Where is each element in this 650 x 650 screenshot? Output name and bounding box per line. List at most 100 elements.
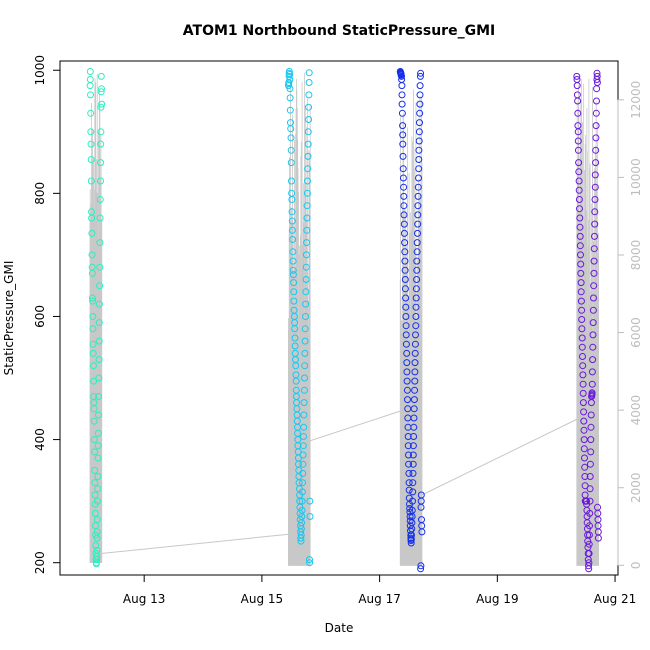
data-point bbox=[399, 165, 407, 173]
data-point bbox=[574, 137, 582, 145]
data-point bbox=[573, 72, 581, 80]
data-point bbox=[404, 442, 412, 450]
data-point bbox=[87, 128, 95, 136]
data-point bbox=[288, 177, 295, 185]
data-point bbox=[287, 134, 295, 142]
data-point bbox=[92, 560, 100, 568]
data-point bbox=[581, 463, 589, 471]
data-point bbox=[590, 269, 598, 277]
data-point bbox=[575, 177, 583, 185]
data-point bbox=[401, 257, 409, 265]
data-point bbox=[575, 168, 583, 176]
data-point bbox=[89, 340, 97, 348]
data-point bbox=[95, 356, 103, 364]
data-point bbox=[289, 266, 297, 274]
data-point bbox=[303, 226, 311, 234]
data-point bbox=[93, 516, 101, 524]
data-point bbox=[88, 229, 96, 237]
data-point bbox=[591, 232, 598, 240]
data-point bbox=[398, 82, 406, 90]
data-point bbox=[410, 423, 418, 431]
data-point bbox=[405, 469, 413, 477]
data-point bbox=[415, 128, 423, 136]
data-point bbox=[97, 159, 105, 167]
data-point bbox=[405, 451, 412, 459]
data-point bbox=[289, 257, 297, 265]
data-point bbox=[589, 343, 597, 351]
data-point bbox=[579, 399, 587, 407]
data-point bbox=[588, 368, 596, 376]
data-point bbox=[575, 186, 583, 194]
data-point bbox=[414, 220, 422, 228]
data-point bbox=[592, 134, 600, 142]
data-point bbox=[398, 109, 406, 117]
data-point bbox=[586, 485, 594, 493]
data-point bbox=[402, 294, 410, 302]
data-point bbox=[576, 242, 584, 250]
data-point bbox=[292, 377, 300, 385]
data-point bbox=[576, 223, 584, 231]
data-point bbox=[576, 214, 584, 222]
data-point bbox=[302, 288, 310, 296]
data-point bbox=[303, 214, 311, 222]
data-point bbox=[87, 177, 95, 185]
data-point bbox=[93, 556, 101, 564]
data-point bbox=[401, 239, 409, 247]
data-point bbox=[88, 269, 96, 277]
data-point bbox=[288, 208, 296, 216]
x-tick-label: Aug 21 bbox=[594, 592, 637, 606]
data-point bbox=[399, 174, 407, 182]
data-point bbox=[415, 174, 422, 182]
data-point bbox=[299, 451, 307, 459]
data-point bbox=[301, 349, 309, 357]
data-point bbox=[585, 559, 593, 567]
data-point bbox=[577, 260, 585, 268]
data-point bbox=[410, 433, 418, 440]
data-point bbox=[574, 109, 582, 117]
data-point bbox=[593, 97, 600, 105]
data-point bbox=[95, 300, 103, 308]
data-point bbox=[304, 140, 312, 148]
data-point bbox=[416, 119, 423, 127]
data-point bbox=[580, 436, 588, 444]
data-point bbox=[91, 509, 99, 517]
data-point bbox=[297, 534, 305, 542]
data-point bbox=[298, 506, 306, 514]
data-point bbox=[579, 380, 587, 388]
data-point bbox=[416, 72, 424, 80]
x-tick-label: Aug 15 bbox=[241, 592, 284, 606]
data-point bbox=[574, 97, 582, 105]
data-point bbox=[287, 125, 295, 133]
data-point bbox=[583, 497, 590, 505]
data-point bbox=[590, 245, 598, 253]
data-point bbox=[578, 334, 586, 342]
data-point bbox=[288, 217, 296, 225]
data-point bbox=[90, 436, 98, 444]
y2-tick-label: 8000 bbox=[629, 240, 643, 271]
data-point bbox=[97, 128, 105, 136]
data-point bbox=[302, 313, 309, 320]
data-point bbox=[286, 71, 294, 78]
data-point bbox=[587, 436, 595, 444]
data-point bbox=[306, 497, 314, 505]
data-point bbox=[417, 565, 425, 573]
data-point bbox=[301, 325, 309, 333]
data-point bbox=[579, 353, 586, 360]
data-point bbox=[94, 442, 102, 450]
data-point bbox=[306, 559, 314, 567]
data-point bbox=[402, 331, 410, 339]
data-point bbox=[300, 399, 308, 407]
data-point bbox=[414, 202, 422, 210]
x-tick-label: Aug 19 bbox=[476, 592, 519, 606]
data-point bbox=[94, 473, 102, 480]
data-point bbox=[306, 556, 313, 564]
data-point bbox=[90, 405, 98, 413]
data-point bbox=[580, 426, 588, 434]
data-point bbox=[305, 103, 313, 111]
data-point bbox=[588, 380, 596, 388]
x-axis-label: Date bbox=[325, 621, 354, 635]
data-point bbox=[593, 79, 601, 86]
data-point bbox=[579, 371, 587, 379]
data-point bbox=[93, 528, 101, 536]
data-point bbox=[300, 386, 308, 394]
